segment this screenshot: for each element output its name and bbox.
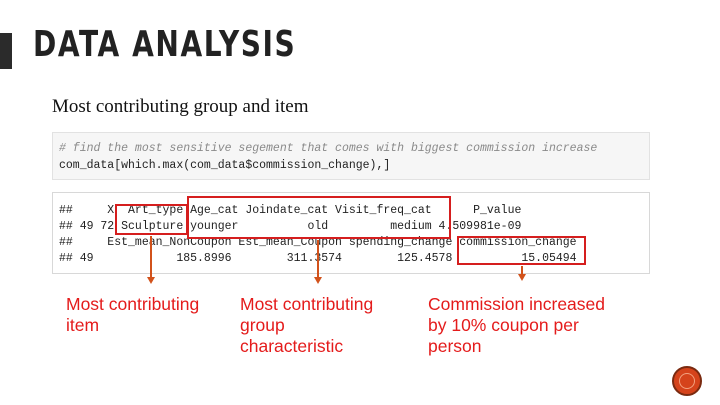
annotation-item-line-2: item [66,315,100,335]
annotation-group-line-1: Most contributing [240,294,374,314]
annotation-commission: Commission increased by 10% coupon per p… [428,294,605,357]
title-accent-bar [0,33,12,69]
circle-next-icon-inner [679,373,695,389]
highlight-group-characteristics [187,196,451,239]
annotation-item: Most contributing item [66,294,199,336]
circle-next-icon[interactable] [672,366,702,396]
highlight-art-type [115,204,188,235]
annotation-commission-line-2: by 10% coupon per [428,315,579,335]
highlight-commission-change [457,236,586,265]
slide-subtitle: Most contributing group and item [52,96,309,117]
output-line-1: ## X Art_type Age_cat Joindate_cat Visit… [59,204,522,217]
annotation-group: Most contributing group characteristic [240,294,373,357]
arrow-commission-head [518,274,526,281]
annotation-group-line-3: characteristic [240,336,344,356]
output-line-2: ## 49 72 Sculpture younger old medium 4.… [59,220,522,233]
annotation-group-line-2: group [240,315,285,335]
arrow-group-head [314,277,322,284]
output-line-4: ## 49 185.8996 311.3574 125.4578 15.0549… [59,252,577,265]
arrow-group-line [317,240,319,278]
code-cell[interactable]: # find the most sensitive segement that … [52,132,650,180]
output-line-3: ## Est_mean_NonCoupon Est_mean_Coupon sp… [59,236,577,249]
code-statement: com_data[which.max(com_data$commission_c… [59,159,391,172]
annotation-item-line-1: Most contributing [66,294,200,314]
arrow-item-line [150,236,152,278]
code-comment: # find the most sensitive segement that … [59,142,598,155]
slide-title: DATA ANALYSIS [33,24,297,65]
arrow-item-head [147,277,155,284]
annotation-commission-line-3: person [428,336,482,356]
arrow-commission-line [521,266,523,275]
annotation-commission-line-1: Commission increased [428,294,606,314]
